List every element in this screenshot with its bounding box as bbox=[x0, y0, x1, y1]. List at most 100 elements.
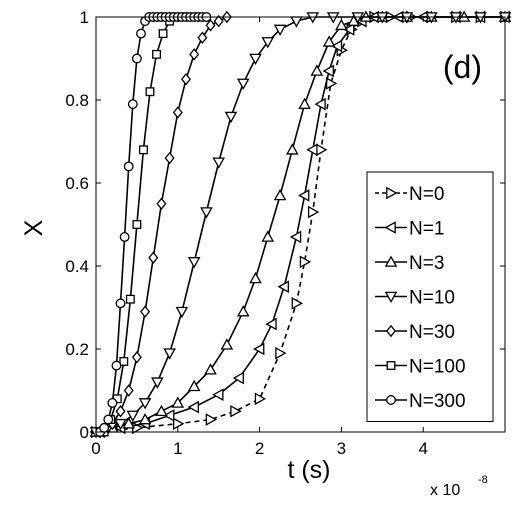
triangle-down-marker bbox=[163, 348, 176, 360]
triangle-left-marker bbox=[253, 342, 265, 356]
diamond-marker bbox=[140, 305, 151, 318]
triangle-down-marker bbox=[187, 257, 201, 269]
triangle-left-marker bbox=[314, 97, 326, 111]
triangle-left-marker bbox=[277, 280, 289, 294]
triangle-up-marker bbox=[261, 230, 275, 242]
square-marker bbox=[125, 294, 135, 304]
triangle-down-marker bbox=[375, 12, 389, 24]
triangle-down-marker bbox=[249, 53, 262, 66]
triangle-right-marker bbox=[230, 404, 242, 418]
triangle-right-marker bbox=[254, 392, 267, 406]
triangle-down-marker bbox=[425, 12, 438, 24]
y-tick-label: 1 bbox=[80, 8, 89, 27]
series-line bbox=[103, 16, 228, 433]
triangle-left-marker bbox=[163, 409, 175, 422]
circle-marker bbox=[115, 298, 126, 309]
triangle-down-marker bbox=[151, 377, 164, 389]
legend-label: N=0 bbox=[409, 184, 444, 205]
diamond-marker bbox=[148, 251, 159, 264]
x-tick-label: 0 bbox=[91, 439, 100, 458]
triangle-up-marker bbox=[204, 363, 217, 375]
triangle-left-marker bbox=[212, 388, 224, 401]
legend-label: N=3 bbox=[409, 253, 444, 274]
diamond-marker bbox=[172, 106, 183, 119]
square-marker bbox=[158, 29, 168, 39]
triangle-up-marker bbox=[249, 271, 262, 284]
triangle-up-marker bbox=[310, 64, 324, 76]
y-tick-label: 0.6 bbox=[65, 174, 89, 193]
y-tick-label: 0.4 bbox=[65, 257, 89, 276]
y-tick-label: 0.2 bbox=[65, 340, 89, 359]
triangle-up-marker bbox=[138, 413, 152, 425]
triangle-down-marker bbox=[261, 37, 275, 49]
triangle-up-marker bbox=[298, 97, 311, 109]
diamond-marker bbox=[123, 384, 134, 397]
triangle-down-marker bbox=[326, 12, 340, 24]
triangle-up-marker bbox=[187, 379, 201, 392]
triangle-down-marker bbox=[212, 157, 226, 169]
x-multiplier-prefix: x 10 bbox=[430, 482, 460, 499]
y-tick-label: 0 bbox=[80, 423, 89, 442]
triangle-right-marker bbox=[299, 255, 312, 269]
triangle-left-marker bbox=[343, 23, 355, 36]
triangle-left-marker bbox=[330, 39, 343, 53]
legend-label: N=10 bbox=[409, 288, 455, 309]
triangle-down-marker bbox=[224, 111, 238, 124]
triangle-left-marker bbox=[232, 371, 244, 385]
circle-marker bbox=[386, 395, 396, 405]
square-marker bbox=[145, 87, 155, 97]
triangle-down-marker bbox=[306, 12, 320, 24]
diamond-marker bbox=[197, 31, 208, 44]
circle-marker bbox=[136, 28, 146, 39]
diamond-marker bbox=[213, 14, 224, 28]
circle-marker bbox=[123, 161, 134, 172]
panel-label: (d) bbox=[443, 49, 482, 85]
triangle-right-marker bbox=[275, 346, 287, 360]
triangle-right-marker bbox=[205, 413, 218, 426]
triangle-down-marker bbox=[200, 207, 213, 219]
diamond-marker bbox=[115, 405, 126, 418]
triangle-down-marker bbox=[384, 291, 398, 304]
triangle-up-marker bbox=[322, 35, 336, 47]
diamond-marker bbox=[131, 351, 142, 364]
square-marker bbox=[138, 145, 148, 155]
x-multiplier-exponent: -8 bbox=[478, 474, 488, 486]
circle-marker bbox=[131, 53, 142, 64]
x-tick-label: 3 bbox=[337, 439, 346, 458]
triangle-right-marker bbox=[307, 205, 320, 219]
diamond-marker bbox=[164, 151, 175, 165]
circle-marker bbox=[127, 99, 138, 110]
triangle-up-marker bbox=[286, 143, 299, 155]
triangle-down-marker bbox=[126, 410, 140, 422]
triangle-up-marker bbox=[236, 305, 250, 317]
circle-marker bbox=[111, 360, 122, 371]
diamond-marker bbox=[189, 48, 200, 61]
triangle-down-marker bbox=[449, 12, 463, 24]
triangle-down-marker bbox=[138, 398, 152, 410]
triangle-down-marker bbox=[114, 418, 127, 431]
legend: N=0 N=1 N=3 N=10 N=30 N=100 N=300 bbox=[366, 171, 494, 422]
x-tick-label: 4 bbox=[418, 439, 427, 458]
circle-marker bbox=[99, 422, 110, 433]
triangle-right-marker bbox=[291, 297, 303, 310]
x-tick-label: 2 bbox=[255, 439, 264, 458]
y-axis-label: X bbox=[20, 219, 48, 236]
x-tick-label: 1 bbox=[173, 439, 182, 458]
legend-label: N=300 bbox=[409, 391, 466, 412]
triangle-down-marker bbox=[474, 12, 487, 24]
triangle-left-marker bbox=[384, 221, 396, 234]
triangle-up-marker bbox=[384, 255, 398, 267]
triangle-up-marker bbox=[220, 338, 234, 350]
triangle-left-marker bbox=[306, 143, 318, 157]
triangle-up-marker bbox=[171, 396, 185, 408]
circle-marker bbox=[107, 398, 118, 408]
circle-marker bbox=[103, 414, 114, 425]
triangle-left-marker bbox=[265, 317, 277, 331]
diamond-marker bbox=[180, 73, 191, 86]
triangle-down-marker bbox=[175, 306, 189, 319]
triangle-up-marker bbox=[155, 404, 168, 417]
square-marker bbox=[386, 361, 396, 370]
triangle-down-marker bbox=[273, 24, 287, 36]
diamond-marker bbox=[205, 19, 216, 32]
